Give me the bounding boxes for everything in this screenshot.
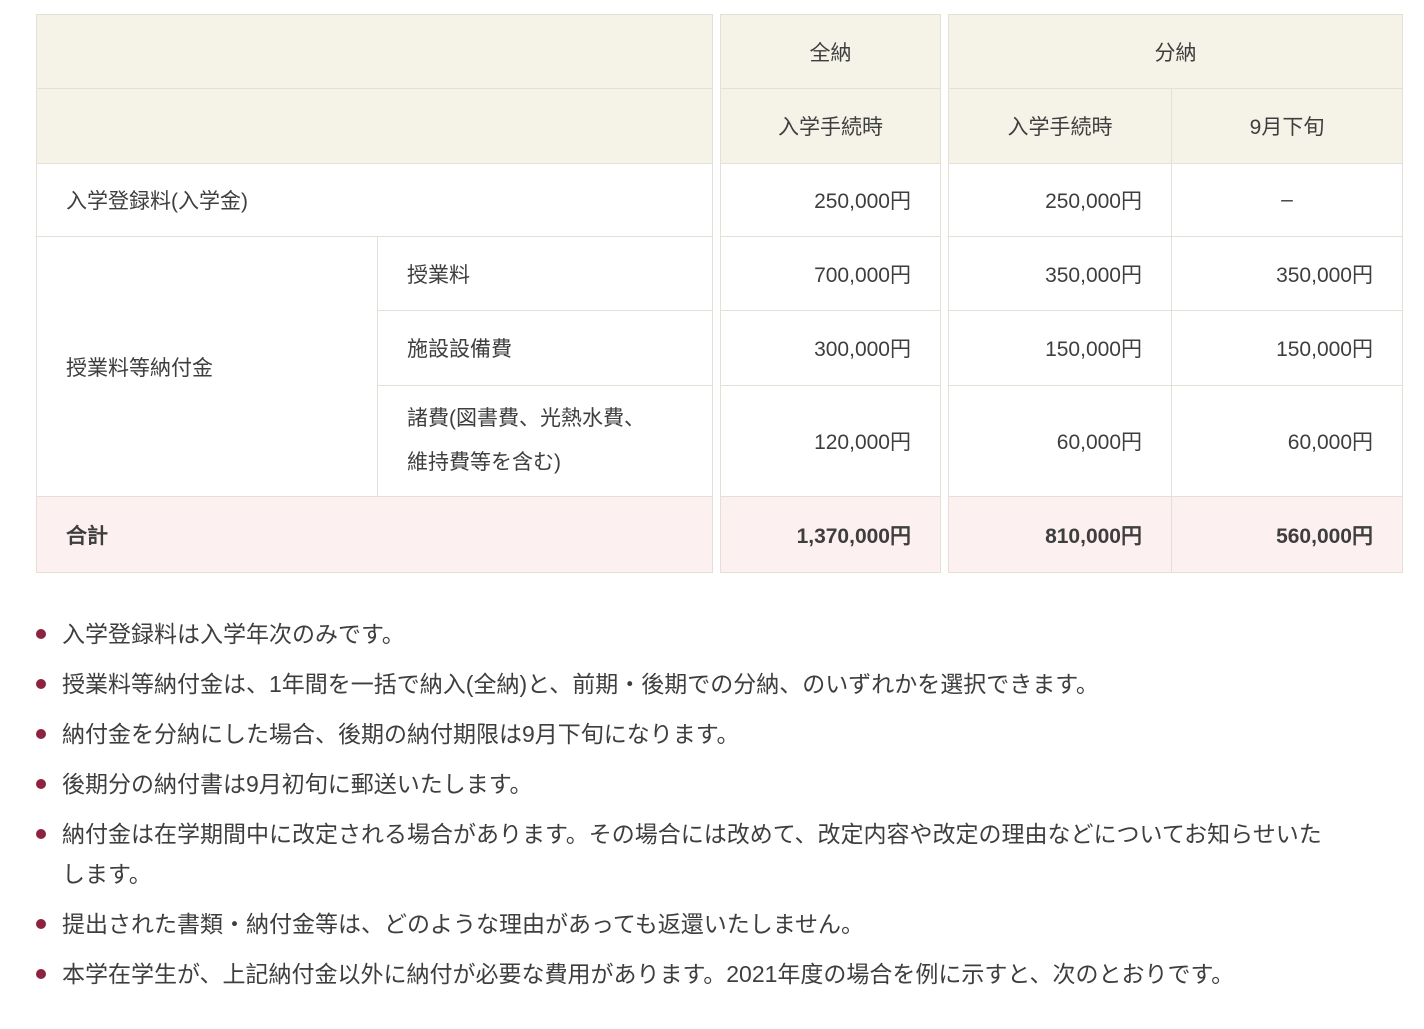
note-item: 納付金は在学期間中に改定される場合があります。その場合には改めて、改定内容や改定… [36, 814, 1336, 894]
tuition-fee-table: 全納 分納 入学手続時 入学手続時 9月下旬 入学登録料(入学金) 250,00… [36, 14, 1424, 573]
column-gap [713, 14, 720, 573]
row-misc-bunno1: 60,000円 [948, 386, 1172, 497]
total-row-label: 合計 [36, 497, 713, 573]
note-text: 本学在学生が、上記納付金以外に納付が必要な費用があります。2021年度の場合を例… [62, 961, 1235, 987]
row-entrance-fee-bunno2: – [1172, 164, 1403, 237]
column-gap [941, 14, 948, 573]
row-entrance-fee-zenno: 250,000円 [720, 164, 941, 237]
row-misc-zenno: 120,000円 [720, 386, 941, 497]
bullet-icon [36, 679, 46, 689]
note-item: 本学在学生が、上記納付金以外に納付が必要な費用があります。2021年度の場合を例… [36, 954, 1336, 994]
header-group-zenno: 全納 [720, 14, 941, 89]
note-item: 授業料等納付金は、1年間を一括で納入(全納)と、前期・後期での分納、のいずれかを… [36, 664, 1336, 704]
row-facility-bunno2: 150,000円 [1172, 311, 1403, 386]
row-group-tuition-label: 授業料等納付金 [36, 237, 378, 497]
header-zenno-timing: 入学手続時 [720, 89, 941, 164]
row-entrance-fee-label: 入学登録料(入学金) [36, 164, 713, 237]
row-misc-item: 諸費(図書費、光熱水費、維持費等を含む) [378, 386, 713, 497]
header-bunno-timing-2: 9月下旬 [1172, 89, 1403, 164]
row-misc-bunno2: 60,000円 [1172, 386, 1403, 497]
bullet-icon [36, 629, 46, 639]
notes-list: 入学登録料は入学年次のみです。 授業料等納付金は、1年間を一括で納入(全納)と、… [36, 614, 1336, 994]
note-item: 入学登録料は入学年次のみです。 [36, 614, 1336, 654]
row-tuition-bunno1: 350,000円 [948, 237, 1172, 311]
row-facility-item: 施設設備費 [378, 311, 713, 386]
note-text: 授業料等納付金は、1年間を一括で納入(全納)と、前期・後期での分納、のいずれかを… [62, 671, 1099, 697]
bullet-icon [36, 969, 46, 979]
note-text: 納付金は在学期間中に改定される場合があります。その場合には改めて、改定内容や改定… [62, 821, 1322, 887]
bullet-icon [36, 729, 46, 739]
note-text: 納付金を分納にした場合、後期の納付期限は9月下旬になります。 [62, 721, 740, 747]
note-text: 提出された書類・納付金等は、どのような理由があっても返還いたしません。 [62, 911, 865, 937]
header-group-bunno: 分納 [948, 14, 1403, 89]
header-bunno-timing-1: 入学手続時 [948, 89, 1172, 164]
bullet-icon [36, 919, 46, 929]
row-tuition-bunno2: 350,000円 [1172, 237, 1403, 311]
total-bunno2: 560,000円 [1172, 497, 1403, 573]
total-zenno: 1,370,000円 [720, 497, 941, 573]
row-facility-bunno1: 150,000円 [948, 311, 1172, 386]
row-tuition-item: 授業料 [378, 237, 713, 311]
bullet-icon [36, 829, 46, 839]
header-blank-top [36, 14, 713, 89]
note-item: 後期分の納付書は9月初旬に郵送いたします。 [36, 764, 1336, 804]
total-bunno1: 810,000円 [948, 497, 1172, 573]
row-entrance-fee-bunno1: 250,000円 [948, 164, 1172, 237]
note-item: 納付金を分納にした場合、後期の納付期限は9月下旬になります。 [36, 714, 1336, 754]
row-tuition-zenno: 700,000円 [720, 237, 941, 311]
note-item: 提出された書類・納付金等は、どのような理由があっても返還いたしません。 [36, 904, 1336, 944]
note-text: 後期分の納付書は9月初旬に郵送いたします。 [62, 771, 533, 797]
header-blank-sub [36, 89, 713, 164]
bullet-icon [36, 779, 46, 789]
note-text: 入学登録料は入学年次のみです。 [62, 621, 405, 647]
row-facility-zenno: 300,000円 [720, 311, 941, 386]
